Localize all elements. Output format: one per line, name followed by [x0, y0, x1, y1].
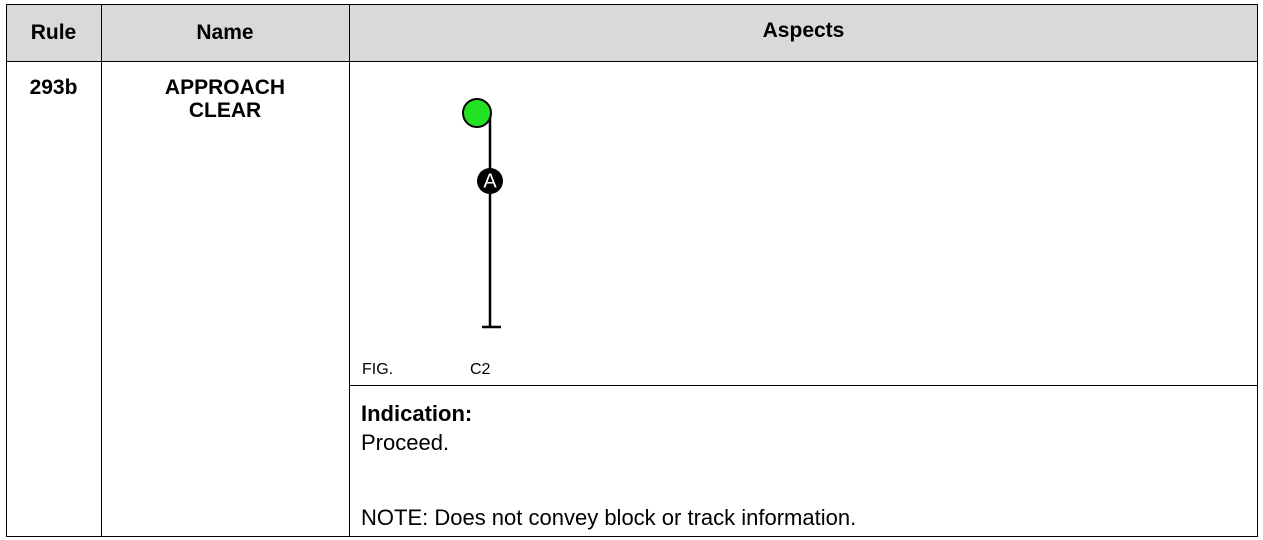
indication-text: Proceed.: [361, 430, 450, 455]
border: [349, 385, 1258, 386]
border: [101, 4, 102, 537]
figure-label: FIG.: [362, 361, 394, 378]
rule-number: 293b: [29, 76, 78, 99]
border: [349, 4, 350, 537]
figure-number: C2: [470, 361, 491, 378]
green-light: [462, 98, 492, 128]
border: [6, 61, 1258, 62]
marker-letter: A: [483, 170, 497, 192]
marker-plate: [477, 168, 503, 194]
header-name: Name: [196, 21, 254, 44]
border: [6, 4, 1258, 5]
header-rule: Rule: [30, 21, 77, 44]
header-background: [6, 4, 1258, 61]
rule-name: APPROACH CLEAR: [164, 76, 286, 122]
indication-note: NOTE: Does not convey block or track inf…: [361, 505, 857, 530]
indication-heading: Indication:: [361, 401, 473, 426]
border: [1257, 4, 1258, 537]
border: [6, 536, 1258, 537]
header-aspects: Aspects: [762, 19, 845, 42]
border: [6, 4, 7, 537]
